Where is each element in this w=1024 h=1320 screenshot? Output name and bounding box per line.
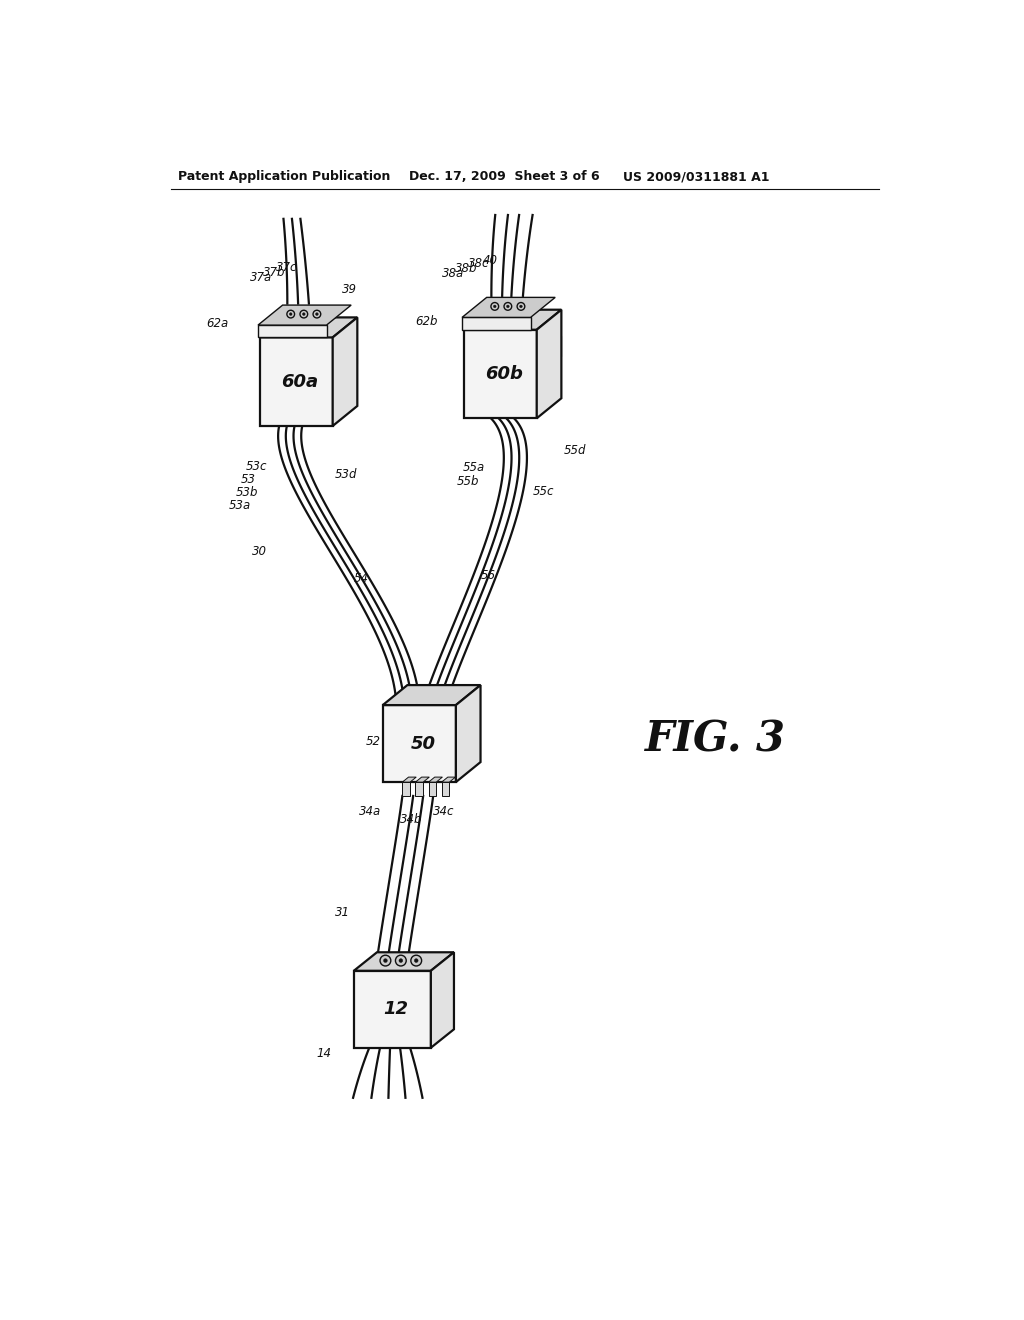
Polygon shape [259,338,333,426]
Polygon shape [441,781,450,796]
Text: Patent Application Publication: Patent Application Publication [178,170,391,183]
Polygon shape [258,325,327,338]
Polygon shape [462,317,530,330]
Circle shape [517,302,525,310]
Circle shape [384,958,387,962]
Polygon shape [259,317,357,338]
Text: 37a: 37a [250,271,272,284]
Circle shape [494,305,496,308]
Polygon shape [537,337,561,371]
Text: 56: 56 [481,569,496,582]
Polygon shape [464,310,561,330]
Circle shape [380,956,391,966]
Polygon shape [429,781,436,796]
Text: 55a: 55a [463,462,485,474]
Text: FIG. 3: FIG. 3 [645,719,786,760]
Text: 53d: 53d [335,467,357,480]
Text: 38b: 38b [455,261,477,275]
Text: 53c: 53c [246,459,267,473]
Text: 53: 53 [241,473,256,486]
Text: 38a: 38a [441,268,464,280]
Polygon shape [383,685,480,705]
Text: 31: 31 [336,907,350,920]
Text: US 2009/0311881 A1: US 2009/0311881 A1 [624,170,770,183]
Text: 60b: 60b [485,366,523,383]
Text: 54: 54 [354,572,369,585]
Polygon shape [464,330,537,418]
Text: 34c: 34c [433,805,455,818]
Polygon shape [429,777,442,781]
Text: 37c: 37c [276,261,298,275]
Circle shape [507,305,509,308]
Polygon shape [402,781,410,796]
Polygon shape [333,345,357,379]
Polygon shape [402,777,416,781]
Polygon shape [383,705,456,781]
Text: 60a: 60a [282,372,318,391]
Polygon shape [354,970,431,1048]
Polygon shape [416,781,423,796]
Circle shape [411,956,422,966]
Text: 62b: 62b [416,315,438,329]
Text: 30: 30 [252,545,267,557]
Polygon shape [416,777,429,781]
Polygon shape [456,685,480,781]
Circle shape [519,305,522,308]
Circle shape [300,310,307,318]
Circle shape [287,310,295,318]
Polygon shape [441,777,456,781]
Text: 38c: 38c [468,257,489,271]
Text: 62a: 62a [206,317,228,330]
Polygon shape [431,952,454,1048]
Polygon shape [333,317,357,426]
Polygon shape [258,305,351,325]
Text: 55d: 55d [564,445,587,458]
Text: 40: 40 [482,253,498,267]
Text: 53b: 53b [236,486,258,499]
Text: 55c: 55c [532,484,554,498]
Text: 55b: 55b [457,475,479,488]
Text: 50: 50 [411,735,435,752]
Circle shape [313,310,321,318]
Polygon shape [354,952,454,970]
Polygon shape [537,310,561,418]
Circle shape [302,313,305,315]
Text: 37b: 37b [263,265,286,279]
Circle shape [504,302,512,310]
Text: 53a: 53a [229,499,251,512]
Circle shape [415,958,418,962]
Text: 52: 52 [366,735,380,748]
Text: 12: 12 [383,1001,409,1018]
Circle shape [290,313,292,315]
Text: 34b: 34b [400,813,423,825]
Circle shape [490,302,499,310]
Circle shape [399,958,402,962]
Text: 39: 39 [342,282,357,296]
Text: 34a: 34a [358,805,381,818]
Text: 14: 14 [316,1047,332,1060]
Polygon shape [462,297,555,317]
Circle shape [315,313,318,315]
Text: Dec. 17, 2009  Sheet 3 of 6: Dec. 17, 2009 Sheet 3 of 6 [410,170,600,183]
Circle shape [395,956,407,966]
